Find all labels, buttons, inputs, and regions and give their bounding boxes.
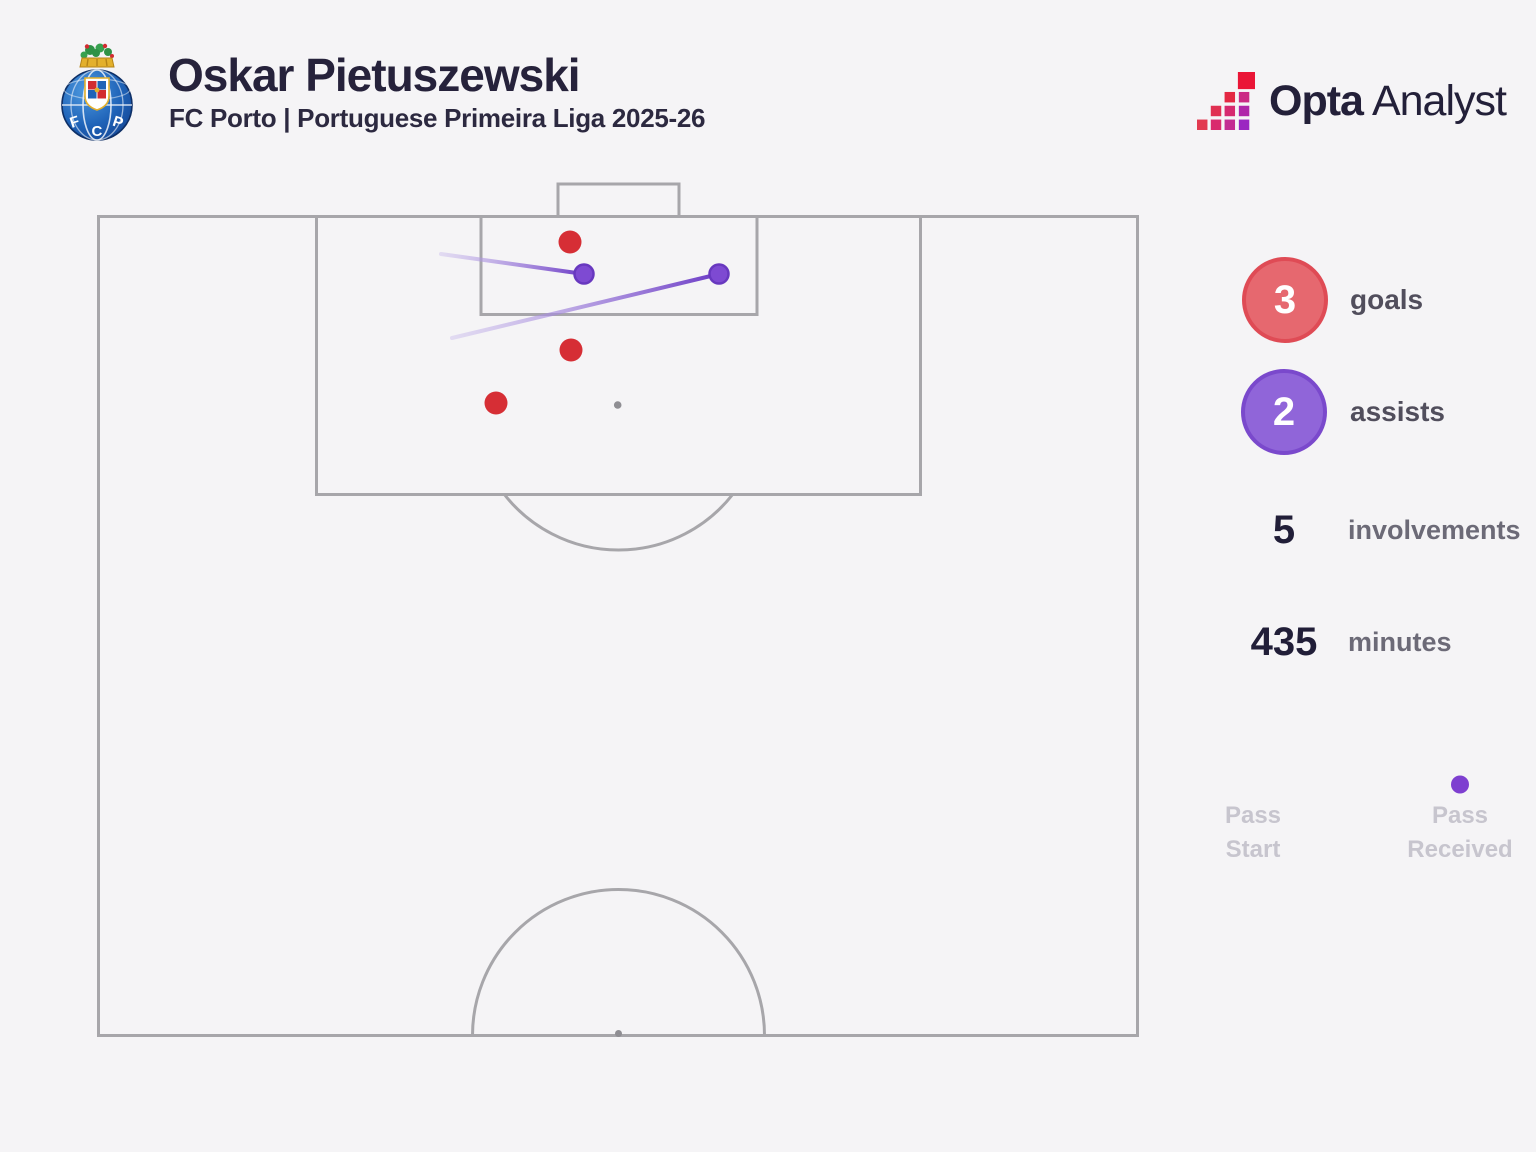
legend-pass-received-line1: Pass [1431, 802, 1489, 829]
minutes-value: 435 [1250, 620, 1318, 664]
pitch-lines [97, 182, 1139, 1037]
assists-label: assists [1350, 396, 1445, 427]
assists-count-badge: 2 [1241, 369, 1327, 455]
pass-line [439, 252, 586, 276]
goals-value: 3 [1273, 277, 1297, 322]
six-yard-box [479, 215, 759, 316]
centre-spot [615, 1030, 622, 1037]
team-competition-subtitle: FC Porto | Portuguese Primeira Liga 2025… [169, 103, 706, 133]
crest-dragon [80, 43, 114, 59]
goals-label: goals [1350, 284, 1424, 315]
goals-count-badge: 3 [1242, 257, 1328, 343]
svg-text:C: C [92, 123, 103, 140]
minutes-label: minutes [1348, 627, 1452, 657]
page-title: Oskar Pietuszewski [168, 49, 581, 101]
svg-text:P: P [110, 113, 125, 132]
pass-legend-line [1251, 775, 1469, 794]
opta-word: Opta [1269, 76, 1364, 125]
involvements-value: 5 [1272, 508, 1296, 552]
penalty-arc [503, 493, 734, 552]
fc-porto-badge: F C P [61, 43, 133, 141]
goal-marker [484, 391, 508, 415]
opta-analyst-logo: Opta Analyst [1197, 71, 1507, 131]
legend-pass-received-line2: Received [1407, 836, 1513, 863]
pass-line [450, 272, 721, 340]
opta-mark-icon [1197, 72, 1255, 130]
legend-pass-start-line2: Start [1225, 836, 1281, 863]
legend-pass-start: Pass Start [1168, 799, 1338, 867]
assist-marker [708, 263, 730, 285]
goal-marker [558, 230, 582, 254]
centre-circle [471, 888, 766, 1036]
legend-pass-received: Pass Received [1375, 799, 1536, 867]
crest-crown [79, 57, 115, 68]
penalty-spot [613, 401, 622, 409]
analyst-word: Analyst [1371, 76, 1507, 125]
pass-received-dot [1451, 775, 1469, 794]
event-markers [439, 230, 730, 415]
goal-marker [559, 338, 583, 362]
penalty-area [315, 215, 922, 496]
assists-value: 2 [1272, 389, 1296, 434]
goal-box [556, 182, 681, 218]
assist-marker [573, 263, 595, 285]
legend-pass-start-line1: Pass [1224, 802, 1282, 829]
pitch-boundary [97, 215, 1139, 1037]
crest-shield [84, 77, 110, 111]
opta-wordmark: Opta Analyst [1269, 76, 1507, 126]
involvements-label: involvements [1348, 515, 1521, 545]
